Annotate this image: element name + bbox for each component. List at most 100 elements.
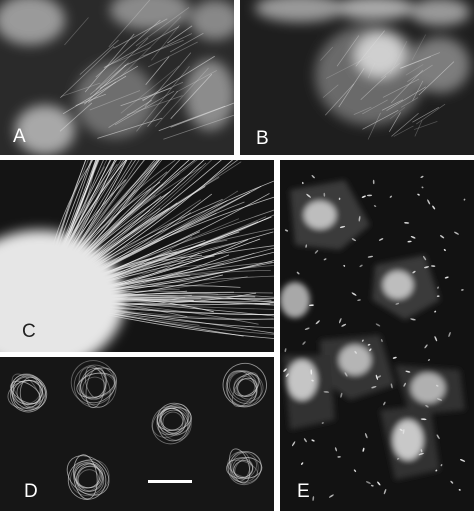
cell-filament <box>76 372 116 398</box>
filament <box>123 33 192 67</box>
filament <box>170 32 204 53</box>
adhesion <box>371 386 377 389</box>
filament <box>401 97 419 108</box>
adhesion <box>357 299 361 302</box>
filament <box>148 41 198 68</box>
adhesion <box>358 215 361 222</box>
filament <box>414 120 423 137</box>
adhesion <box>434 336 438 342</box>
adhesion <box>418 452 424 456</box>
adhesion <box>305 244 308 248</box>
adhesion <box>359 264 363 268</box>
adhesion <box>372 179 375 185</box>
filament <box>360 75 387 101</box>
adhesion <box>367 343 371 346</box>
filament <box>95 19 161 78</box>
adhesion <box>389 195 393 198</box>
adhesion <box>377 375 382 378</box>
filament <box>320 46 333 61</box>
adhesion <box>448 332 451 337</box>
filament <box>325 83 355 116</box>
adhesion <box>377 481 381 486</box>
adhesion <box>432 205 436 210</box>
filament <box>126 95 183 116</box>
cell-filament <box>162 411 184 434</box>
cell-filament <box>70 360 116 405</box>
cell-filament <box>226 456 263 480</box>
cell-filament <box>225 369 262 407</box>
adhesion <box>443 248 446 252</box>
adhesion <box>427 359 431 361</box>
filament <box>64 17 89 46</box>
adhesion <box>351 292 357 296</box>
cell-filament <box>76 463 104 492</box>
filaments <box>320 30 455 140</box>
adhesion <box>339 225 346 229</box>
filament <box>99 65 139 89</box>
adhesion <box>375 323 381 327</box>
adhesion <box>370 484 374 487</box>
filament <box>120 87 172 107</box>
adhesion <box>423 255 427 261</box>
cell-filament <box>78 366 111 408</box>
filament <box>83 64 127 105</box>
adhesion <box>338 197 341 200</box>
cells <box>7 360 267 500</box>
adhesion <box>407 240 412 243</box>
adhesion <box>334 447 337 452</box>
panel-background <box>0 357 274 511</box>
filament <box>325 55 370 79</box>
adhesion <box>323 192 326 197</box>
cell-filament <box>73 462 102 489</box>
adhesion <box>396 457 400 460</box>
cell-filament <box>82 376 107 401</box>
filament <box>59 46 115 99</box>
cell-filament <box>222 362 267 408</box>
adhesion <box>383 401 386 406</box>
panel-c: C <box>0 160 274 352</box>
adhesion <box>301 181 304 185</box>
adhesion <box>285 373 289 377</box>
cell-filament <box>233 460 253 479</box>
filament <box>336 35 360 67</box>
adhesion <box>420 449 423 453</box>
adhesion <box>437 286 439 289</box>
filament <box>158 105 226 132</box>
adhesion <box>315 320 320 325</box>
cell-filament <box>66 455 110 496</box>
adhesion <box>310 369 313 375</box>
adhesion <box>395 302 400 305</box>
adhesion <box>460 459 466 462</box>
filament <box>381 62 401 79</box>
cell-filament <box>80 367 107 400</box>
cell-filament <box>12 375 44 406</box>
cell-filament <box>73 454 98 500</box>
filament <box>167 25 193 44</box>
filament <box>407 64 433 82</box>
cell-filament <box>226 370 257 404</box>
panel-label: A <box>13 126 26 147</box>
filament <box>362 99 388 115</box>
filament <box>400 56 431 69</box>
adhesion <box>365 481 371 484</box>
filament <box>136 66 190 132</box>
filament <box>147 90 178 127</box>
adhesion <box>337 456 341 458</box>
filament <box>412 107 439 123</box>
panel-label: C <box>22 321 36 342</box>
cell-filament <box>229 448 251 484</box>
filament <box>155 67 209 127</box>
adhesion <box>417 193 420 196</box>
adhesion <box>296 271 300 275</box>
filament <box>386 86 427 111</box>
adhesion <box>344 372 348 377</box>
filament <box>413 121 438 130</box>
adhesion <box>403 382 406 387</box>
cell-filament <box>79 367 117 404</box>
adhesion <box>405 370 411 373</box>
adhesion <box>302 341 306 345</box>
adhesion <box>284 348 287 353</box>
adhesion <box>323 258 327 261</box>
filament <box>61 82 101 97</box>
